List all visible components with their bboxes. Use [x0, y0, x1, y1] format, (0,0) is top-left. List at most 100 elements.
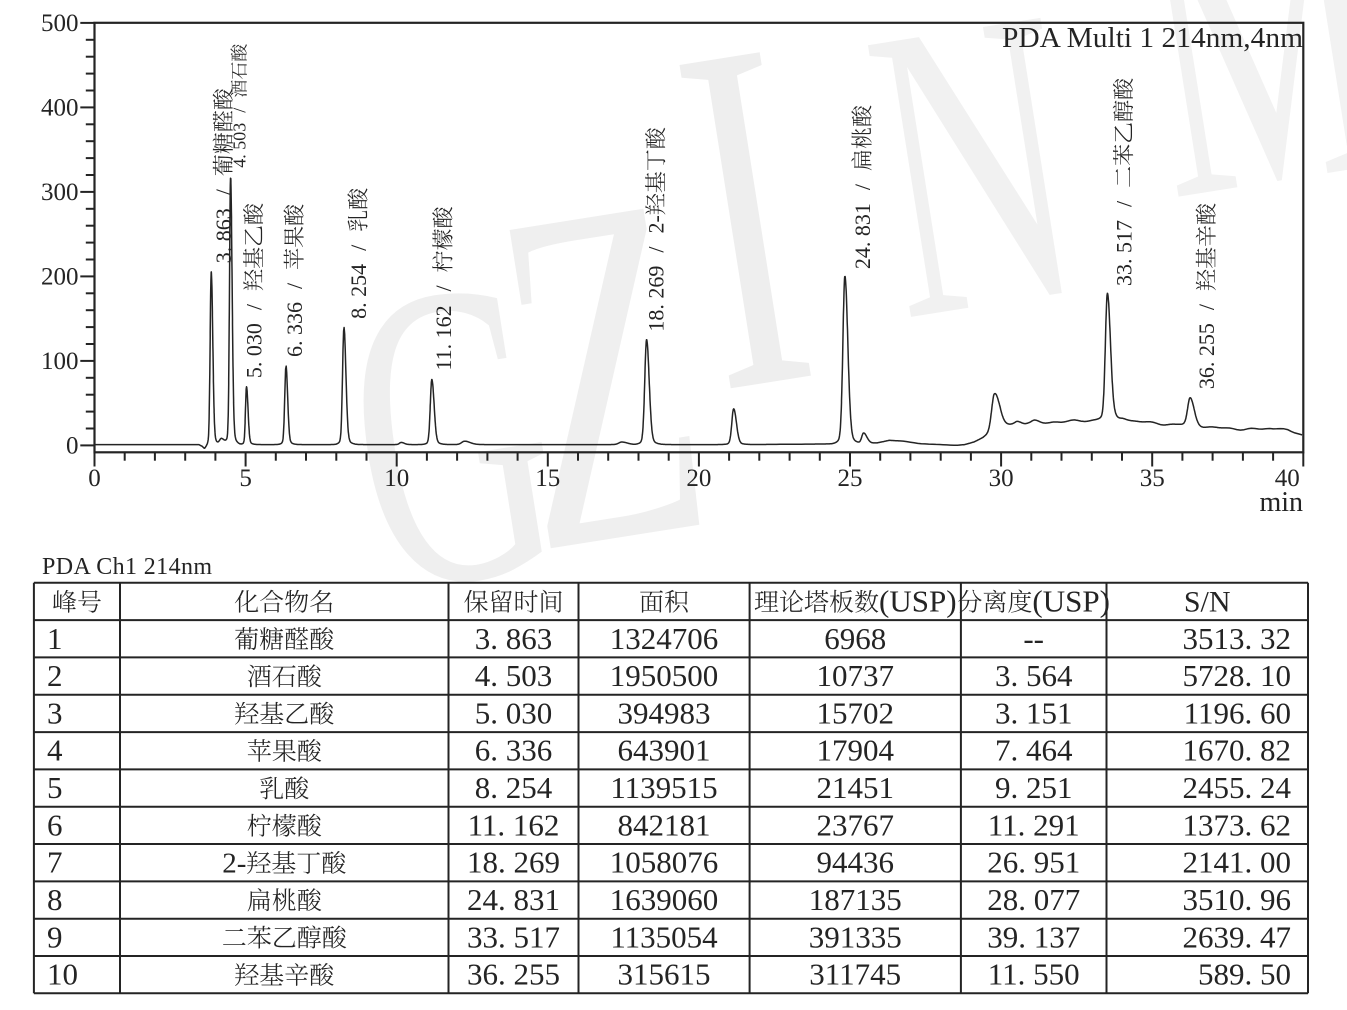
svg-text:24. 831: 24. 831 — [467, 882, 560, 917]
svg-text:643901: 643901 — [618, 733, 711, 768]
svg-text:3. 863: 3. 863 — [211, 208, 236, 263]
svg-text:8: 8 — [47, 882, 63, 917]
svg-text:/: / — [230, 108, 250, 113]
svg-text:11. 291: 11. 291 — [988, 807, 1080, 842]
svg-text:PDA Ch1 214nm: PDA Ch1 214nm — [42, 554, 212, 580]
svg-text:--: -- — [1023, 621, 1044, 656]
svg-text:187135: 187135 — [809, 882, 902, 917]
svg-text:40: 40 — [1275, 465, 1300, 492]
svg-text:24. 831: 24. 831 — [850, 203, 875, 269]
svg-text:842181: 842181 — [618, 807, 711, 842]
svg-text:6968: 6968 — [824, 621, 886, 656]
svg-text:300: 300 — [41, 179, 79, 206]
svg-text:6: 6 — [47, 807, 63, 842]
svg-text:8. 254: 8. 254 — [475, 770, 553, 805]
svg-text:315615: 315615 — [618, 957, 711, 992]
svg-text:2-: 2- — [644, 215, 669, 233]
svg-text:400: 400 — [41, 94, 79, 121]
svg-text:1196. 60: 1196. 60 — [1184, 695, 1291, 730]
svg-text:2: 2 — [47, 658, 63, 693]
svg-text:1058076: 1058076 — [610, 845, 719, 880]
svg-text:200: 200 — [41, 263, 79, 290]
svg-text:20: 20 — [686, 465, 711, 492]
svg-text:33. 517: 33. 517 — [467, 919, 560, 954]
svg-text:35: 35 — [1140, 465, 1165, 492]
svg-text:/: / — [1111, 200, 1136, 207]
svg-text:500: 500 — [41, 10, 79, 37]
svg-text:1324706: 1324706 — [610, 621, 719, 656]
svg-text:/: / — [644, 246, 669, 253]
svg-text:1950500: 1950500 — [610, 658, 719, 693]
svg-text:/: / — [850, 183, 875, 190]
svg-text:4: 4 — [47, 733, 63, 768]
svg-text:36. 255: 36. 255 — [1194, 323, 1219, 389]
svg-text:2141. 00: 2141. 00 — [1183, 845, 1292, 880]
svg-text:100: 100 — [41, 348, 79, 375]
svg-text:/: / — [431, 285, 456, 292]
svg-text:11. 550: 11. 550 — [988, 957, 1080, 992]
svg-text:10737: 10737 — [816, 658, 894, 693]
svg-text:4. 503: 4. 503 — [230, 123, 250, 168]
svg-text:/: / — [242, 303, 267, 310]
svg-text:1139515: 1139515 — [610, 770, 717, 805]
svg-text:2455. 24: 2455. 24 — [1183, 770, 1292, 805]
svg-text:1: 1 — [47, 621, 63, 656]
svg-text:N: N — [845, 0, 1104, 408]
svg-text:5: 5 — [47, 770, 63, 805]
svg-text:3: 3 — [47, 695, 63, 730]
svg-text:8. 254: 8. 254 — [346, 264, 371, 319]
svg-text:17904: 17904 — [816, 733, 894, 768]
svg-text:9. 251: 9. 251 — [995, 770, 1073, 805]
svg-text:6. 336: 6. 336 — [475, 733, 553, 768]
svg-text:23767: 23767 — [816, 807, 894, 842]
svg-text:3. 151: 3. 151 — [995, 695, 1073, 730]
svg-text:4. 503: 4. 503 — [475, 658, 553, 693]
svg-text:min: min — [1259, 487, 1303, 518]
svg-text:33. 517: 33. 517 — [1111, 220, 1136, 286]
svg-text:7. 464: 7. 464 — [995, 733, 1073, 768]
svg-text:15702: 15702 — [816, 695, 894, 730]
svg-text:26. 951: 26. 951 — [987, 845, 1080, 880]
svg-text:2639. 47: 2639. 47 — [1183, 919, 1292, 954]
svg-text:5: 5 — [239, 465, 252, 492]
svg-text:3. 863: 3. 863 — [475, 621, 553, 656]
svg-text:/: / — [346, 244, 371, 251]
svg-text:25: 25 — [838, 465, 863, 492]
svg-text:2-: 2- — [222, 848, 246, 880]
svg-text:18. 269: 18. 269 — [467, 845, 560, 880]
svg-text:1670. 82: 1670. 82 — [1183, 733, 1292, 768]
svg-text:1135054: 1135054 — [610, 919, 718, 954]
svg-text:7: 7 — [47, 845, 63, 880]
svg-text:(USP): (USP) — [1032, 584, 1110, 619]
svg-text:18. 269: 18. 269 — [644, 266, 669, 332]
svg-text:11. 162: 11. 162 — [431, 305, 456, 370]
svg-text:(USP): (USP) — [879, 584, 957, 619]
svg-text:10: 10 — [384, 465, 409, 492]
svg-text:/: / — [211, 188, 236, 195]
svg-text:5. 030: 5. 030 — [242, 323, 267, 378]
svg-text:5. 030: 5. 030 — [475, 695, 553, 730]
svg-text:S/N: S/N — [1184, 586, 1231, 619]
svg-text:36. 255: 36. 255 — [467, 957, 560, 992]
svg-text:0: 0 — [88, 465, 101, 492]
svg-text:11. 162: 11. 162 — [468, 807, 560, 842]
svg-text:PDA Multi 1 214nm,4nm: PDA Multi 1 214nm,4nm — [1002, 23, 1303, 54]
svg-text:15: 15 — [535, 465, 560, 492]
svg-text:1373. 62: 1373. 62 — [1183, 807, 1292, 842]
svg-text:94436: 94436 — [816, 845, 894, 880]
svg-text:0: 0 — [66, 432, 79, 459]
svg-text:589. 50: 589. 50 — [1198, 957, 1291, 992]
svg-text:3513. 32: 3513. 32 — [1183, 621, 1292, 656]
svg-text:21451: 21451 — [816, 770, 894, 805]
svg-text:3. 564: 3. 564 — [995, 658, 1073, 693]
svg-text:1639060: 1639060 — [610, 882, 719, 917]
svg-text:30: 30 — [989, 465, 1014, 492]
svg-text:39. 137: 39. 137 — [987, 919, 1080, 954]
svg-text:311745: 311745 — [809, 957, 901, 992]
svg-text:6. 336: 6. 336 — [282, 302, 307, 357]
svg-text:/: / — [282, 282, 307, 289]
svg-text:394983: 394983 — [618, 695, 711, 730]
svg-text:9: 9 — [47, 919, 63, 954]
svg-text:3510. 96: 3510. 96 — [1183, 882, 1292, 917]
svg-text:/: / — [1194, 303, 1219, 310]
